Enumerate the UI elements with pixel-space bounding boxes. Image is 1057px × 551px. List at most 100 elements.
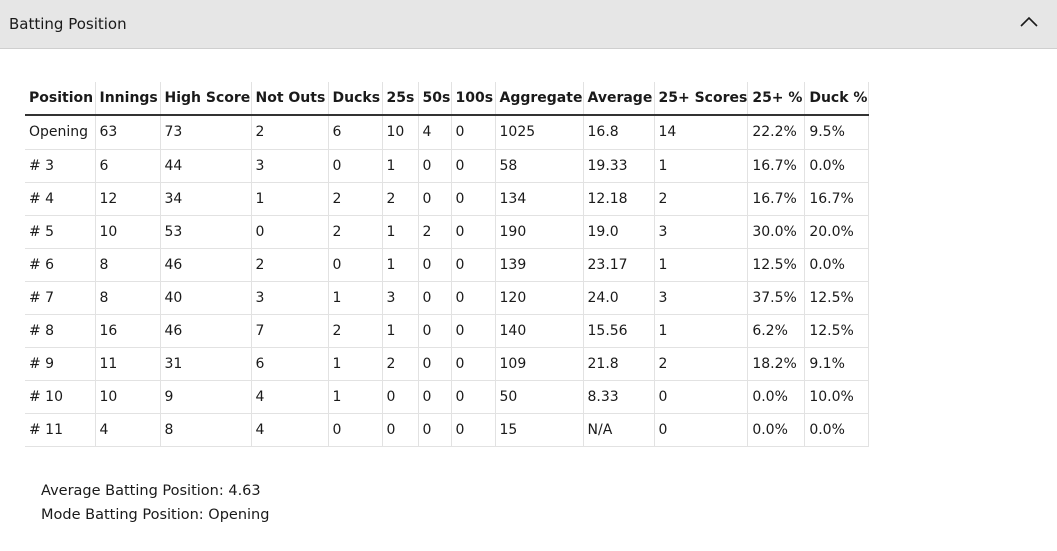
table-cell: # 8 [25, 314, 96, 348]
table-cell: 1 [654, 314, 749, 348]
table-cell: 16.7% [747, 182, 806, 216]
column-header: Position [25, 82, 96, 116]
section-header[interactable]: Batting Position [0, 0, 1057, 49]
table-cell: 2 [654, 347, 749, 381]
table-cell: 31 [160, 347, 252, 381]
table-cell: 0 [451, 380, 496, 414]
table-cell: 4 [251, 413, 329, 447]
table-cell: 0 [382, 380, 419, 414]
table-cell: 9.5% [804, 115, 870, 150]
table-cell: 2 [328, 182, 383, 216]
table-cell: 22.2% [747, 115, 806, 150]
table-cell: 7 [251, 314, 329, 348]
table-cell: 6 [251, 347, 329, 381]
table-cell: 12 [95, 182, 161, 216]
table-cell: 3 [654, 281, 749, 315]
table-row: # 11 4 8 4 0 0 0 0 15 N/A 0 0.0% 0.0% [25, 413, 870, 447]
table-cell: 4 [418, 115, 452, 150]
table-cell: 0 [328, 248, 383, 282]
table-cell: # 9 [25, 347, 96, 381]
table-row: # 8 16 46 7 2 1 0 0 140 15.56 1 6.2% 12.5% [25, 314, 870, 348]
table-cell: 0 [451, 182, 496, 216]
table-cell: 0 [328, 413, 383, 447]
table-cell: 0 [418, 149, 452, 183]
table-cell: 140 [495, 314, 584, 348]
table-row: # 3 6 44 3 0 1 0 0 58 19.33 1 16.7% 0.0% [25, 149, 870, 183]
table-cell: 0 [451, 347, 496, 381]
table-cell: 0 [451, 413, 496, 447]
table-row: # 7 8 40 3 1 3 0 0 120 24.0 3 37.5% 12.5% [25, 281, 870, 315]
table-cell: # 4 [25, 182, 96, 216]
table-row: # 9 11 31 6 1 2 0 0 109 21.8 2 18.2% 9.1% [25, 347, 870, 381]
table-cell: 0.0% [747, 380, 806, 414]
table-cell: 16.7% [747, 149, 806, 183]
table-cell: 0 [451, 215, 496, 249]
table-cell: 10 [95, 215, 161, 249]
table-cell: 1 [382, 314, 419, 348]
table-cell: 0 [451, 248, 496, 282]
table-cell: 134 [495, 182, 584, 216]
collapse-button[interactable] [1015, 10, 1043, 38]
table-cell: 2 [328, 215, 383, 249]
table-cell: 6 [95, 149, 161, 183]
column-header: High Score [160, 82, 252, 116]
column-header: 25+ % [747, 82, 806, 116]
table-cell: 63 [95, 115, 161, 150]
table-cell: 0 [418, 314, 452, 348]
table-cell: 0 [418, 182, 452, 216]
table-cell: 34 [160, 182, 252, 216]
table-cell: 9.1% [804, 347, 870, 381]
table-cell: 37.5% [747, 281, 806, 315]
table-cell: 2 [382, 182, 419, 216]
table-cell: 190 [495, 215, 584, 249]
table-cell: 2 [654, 182, 749, 216]
table-cell: 0 [418, 281, 452, 315]
column-header: Average [583, 82, 655, 116]
table-cell: 1 [328, 281, 383, 315]
table-cell: 1 [382, 248, 419, 282]
table-cell: 46 [160, 314, 252, 348]
table-cell: # 11 [25, 413, 96, 447]
column-header: Ducks [328, 82, 383, 116]
table-cell: N/A [583, 413, 655, 447]
table-cell: 3 [251, 281, 329, 315]
table-cell: 1 [251, 182, 329, 216]
table-cell: 8.33 [583, 380, 655, 414]
table-cell: 0 [251, 215, 329, 249]
table-cell: 8 [95, 281, 161, 315]
table-cell: 12.5% [747, 248, 806, 282]
table-cell: 0 [418, 413, 452, 447]
table-cell: 10 [95, 380, 161, 414]
table-cell: 1 [328, 347, 383, 381]
column-header: 25+ Scores [654, 82, 749, 116]
table-cell: 1 [382, 149, 419, 183]
table-cell: 2 [418, 215, 452, 249]
table-cell: 9 [160, 380, 252, 414]
section-title: Batting Position [9, 15, 127, 33]
table-cell: 12.5% [804, 281, 870, 315]
table-cell: 10 [382, 115, 419, 150]
average-batting-position: Average Batting Position: 4.63 [41, 483, 261, 499]
table-cell: 2 [251, 248, 329, 282]
table-cell: 0 [328, 149, 383, 183]
table-cell: 16.8 [583, 115, 655, 150]
column-header: Aggregate [495, 82, 584, 116]
table-cell: 0 [418, 380, 452, 414]
table-row: # 5 10 53 0 2 1 2 0 190 19.0 3 30.0% 20.0% [25, 215, 870, 249]
column-header: 100s [451, 82, 496, 116]
table-cell: 18.2% [747, 347, 806, 381]
table-row: # 4 12 34 1 2 2 0 0 134 12.18 2 16.7% 16.7% [25, 182, 870, 216]
mode-batting-position: Mode Batting Position: Opening [41, 507, 270, 523]
table-cell: 12.18 [583, 182, 655, 216]
table-cell: 12.5% [804, 314, 870, 348]
column-header: Innings [95, 82, 161, 116]
column-header: Not Outs [251, 82, 329, 116]
table-cell: 109 [495, 347, 584, 381]
column-header: Duck % [804, 82, 870, 116]
table-cell: 15 [495, 413, 584, 447]
table-cell: 0 [451, 149, 496, 183]
table-cell: # 10 [25, 380, 96, 414]
table-cell: 0 [451, 314, 496, 348]
table-cell: 1 [654, 149, 749, 183]
table-cell: 53 [160, 215, 252, 249]
